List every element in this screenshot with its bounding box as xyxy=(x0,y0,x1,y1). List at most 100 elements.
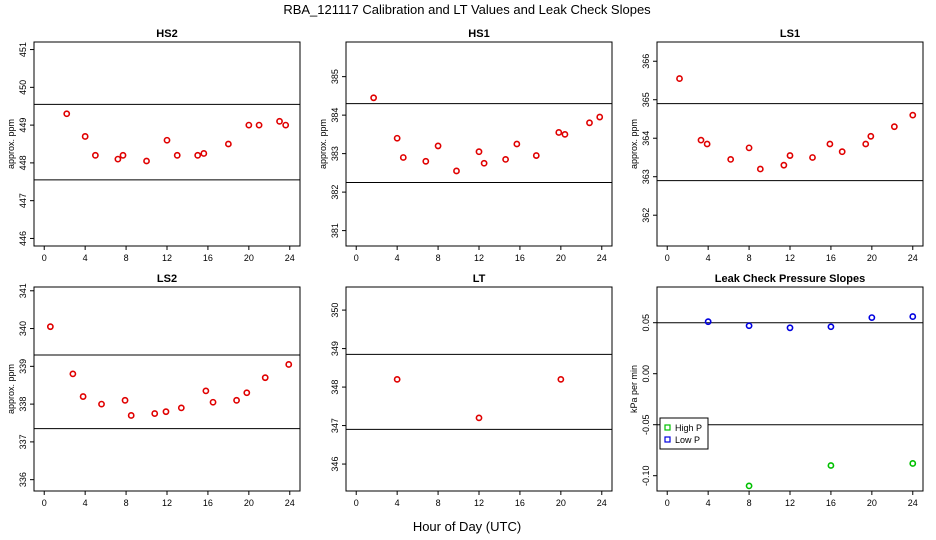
data-point xyxy=(69,370,77,378)
x-tick-label: 24 xyxy=(285,498,295,508)
data-point xyxy=(909,111,917,119)
y-tick-label: 364 xyxy=(641,131,651,146)
x-tick-label: 4 xyxy=(706,253,711,263)
x-tick-label: 20 xyxy=(867,253,877,263)
legend-marker xyxy=(664,424,671,431)
data-point xyxy=(143,157,150,165)
panel-title: HS2 xyxy=(156,28,177,40)
data-point xyxy=(202,387,210,395)
x-tick-label: 4 xyxy=(706,498,711,508)
plot-frame xyxy=(656,286,924,492)
data-point xyxy=(98,400,105,408)
x-tick-label: 8 xyxy=(124,253,129,263)
data-point xyxy=(704,318,712,326)
legend: High P Low P xyxy=(659,417,709,450)
y-tick-label: 383 xyxy=(330,146,340,161)
x-tick-label: 12 xyxy=(474,498,484,508)
data-point xyxy=(890,123,898,131)
data-point xyxy=(453,167,460,175)
panel-title: LS2 xyxy=(157,273,177,285)
y-tick-label: 446 xyxy=(18,231,28,246)
data-point xyxy=(200,150,208,157)
data-point xyxy=(224,140,232,148)
data-point xyxy=(261,374,269,382)
data-point xyxy=(838,148,846,156)
x-tick-label: 20 xyxy=(244,253,254,263)
x-tick-label: 20 xyxy=(556,498,566,508)
y-tick-label: -0.10 xyxy=(641,465,651,486)
x-tick-label: 24 xyxy=(908,253,918,263)
y-tick-label: 384 xyxy=(330,108,340,123)
data-point xyxy=(209,398,217,406)
panel-title: LS1 xyxy=(780,28,800,40)
y-tick-label: 0.00 xyxy=(641,365,651,383)
data-point xyxy=(177,404,185,412)
data-point xyxy=(909,313,917,320)
x-tick-label: 24 xyxy=(597,498,607,508)
x-tick-label: 20 xyxy=(556,253,566,263)
panel-title: HS1 xyxy=(468,28,489,40)
data-point xyxy=(46,323,54,331)
data-point xyxy=(276,117,283,125)
panel-title: Leak Check Pressure Slopes xyxy=(715,273,865,285)
data-point xyxy=(151,410,159,417)
y-axis-label: approx. ppm xyxy=(629,119,639,169)
data-point xyxy=(868,314,876,321)
x-tick-label: 12 xyxy=(162,498,172,508)
data-point xyxy=(399,154,407,161)
data-point xyxy=(81,133,89,140)
x-tick-label: 20 xyxy=(867,498,877,508)
data-point xyxy=(557,375,565,383)
y-tick-label: 346 xyxy=(330,457,340,472)
x-tick-label: 16 xyxy=(826,498,836,508)
data-point xyxy=(703,140,711,148)
x-tick-label: 8 xyxy=(436,498,441,508)
y-tick-label: 447 xyxy=(18,193,28,208)
x-tick-label: 20 xyxy=(244,498,254,508)
y-tick-label: 381 xyxy=(330,223,340,238)
x-tick-label: 16 xyxy=(515,498,525,508)
panel-lt: LT 0 4 8 12 16 20 24 346 347 348 349 350 xyxy=(330,273,613,508)
x-tick-label: 16 xyxy=(826,253,836,263)
figure-xlabel: Hour of Day (UTC) xyxy=(413,519,521,534)
data-point xyxy=(596,113,604,121)
y-tick-label: 449 xyxy=(18,118,28,133)
data-point xyxy=(121,396,129,404)
x-tick-label: 0 xyxy=(665,498,670,508)
x-tick-label: 4 xyxy=(83,498,88,508)
x-tick-label: 0 xyxy=(354,498,359,508)
data-point xyxy=(79,393,87,400)
y-tick-label: 349 xyxy=(330,341,340,356)
data-point xyxy=(826,140,834,148)
y-tick-label: 340 xyxy=(18,321,28,336)
y-tick-label: 348 xyxy=(330,380,340,395)
data-point xyxy=(393,134,401,142)
data-point xyxy=(475,414,483,422)
x-tick-label: 8 xyxy=(436,253,441,263)
data-point xyxy=(480,159,488,167)
data-point xyxy=(502,155,509,163)
data-point xyxy=(422,157,430,165)
x-tick-label: 4 xyxy=(83,253,88,263)
x-tick-label: 12 xyxy=(474,253,484,263)
y-tick-label: 337 xyxy=(18,434,28,449)
data-point xyxy=(282,121,290,129)
x-tick-label: 8 xyxy=(747,498,752,508)
data-point xyxy=(162,408,170,416)
data-point xyxy=(513,140,521,148)
y-tick-label: 382 xyxy=(330,185,340,200)
data-point xyxy=(745,144,753,152)
data-point xyxy=(127,412,135,419)
y-tick-label: 336 xyxy=(18,472,28,487)
x-tick-label: 12 xyxy=(785,253,795,263)
data-point xyxy=(233,396,240,404)
data-point xyxy=(561,130,569,138)
x-tick-label: 16 xyxy=(515,253,525,263)
x-tick-label: 4 xyxy=(395,253,400,263)
y-tick-label: 363 xyxy=(641,169,651,184)
data-point xyxy=(173,151,181,159)
panel-ls2: LS2 0 4 8 12 16 20 24 336 337 338 339 340 341 approx. … xyxy=(6,273,301,508)
x-tick-label: 24 xyxy=(908,498,918,508)
x-tick-label: 12 xyxy=(785,498,795,508)
panel-leak: Leak Check Pressure Slopes 0 4 8 12 16 20 24 -0.… xyxy=(629,273,924,508)
